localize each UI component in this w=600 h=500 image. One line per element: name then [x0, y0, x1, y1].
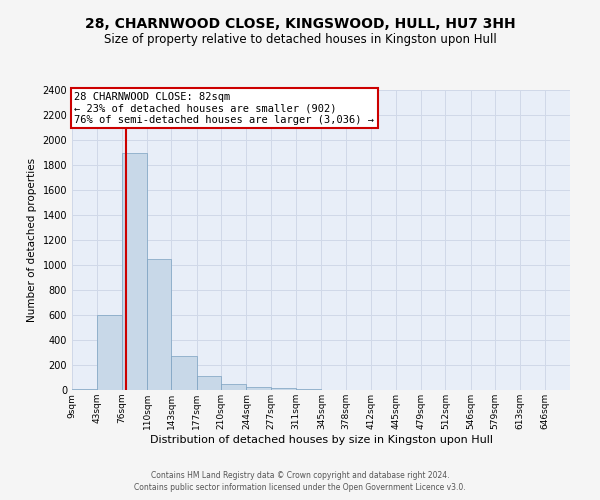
Text: Contains public sector information licensed under the Open Government Licence v3: Contains public sector information licen… — [134, 484, 466, 492]
X-axis label: Distribution of detached houses by size in Kingston upon Hull: Distribution of detached houses by size … — [149, 434, 493, 444]
Text: Size of property relative to detached houses in Kingston upon Hull: Size of property relative to detached ho… — [104, 32, 496, 46]
Bar — [147, 259, 172, 390]
Bar — [172, 356, 197, 390]
Bar — [247, 387, 271, 390]
Bar — [97, 315, 122, 390]
Text: 28, CHARNWOOD CLOSE, KINGSWOOD, HULL, HU7 3HH: 28, CHARNWOOD CLOSE, KINGSWOOD, HULL, HU… — [85, 18, 515, 32]
Bar — [122, 152, 147, 390]
Text: Contains HM Land Registry data © Crown copyright and database right 2024.: Contains HM Land Registry data © Crown c… — [151, 471, 449, 480]
Bar — [221, 384, 247, 390]
Bar — [197, 376, 221, 390]
Text: 28 CHARNWOOD CLOSE: 82sqm
← 23% of detached houses are smaller (902)
76% of semi: 28 CHARNWOOD CLOSE: 82sqm ← 23% of detac… — [74, 92, 374, 124]
Y-axis label: Number of detached properties: Number of detached properties — [27, 158, 37, 322]
Bar — [271, 388, 296, 390]
Bar — [72, 389, 97, 390]
